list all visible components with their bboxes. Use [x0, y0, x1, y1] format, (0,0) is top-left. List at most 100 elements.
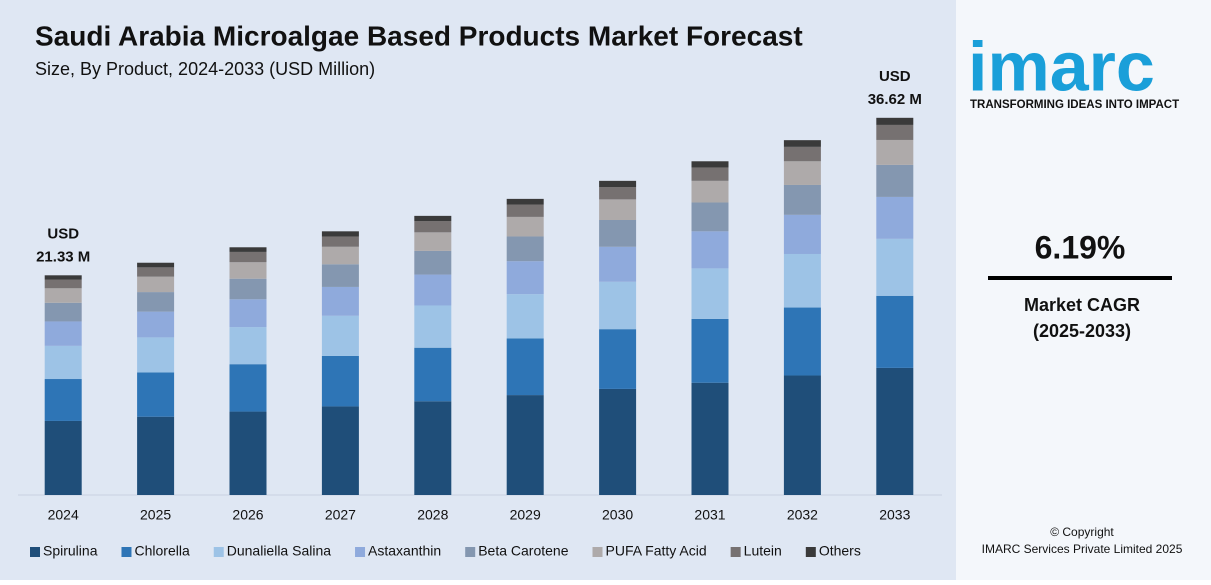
legend-label: Others	[819, 543, 861, 559]
bar-segment	[44, 379, 82, 421]
legend-label: Chlorella	[134, 543, 189, 559]
copyright: © Copyright	[1050, 525, 1114, 539]
bar-segment	[321, 231, 359, 237]
bar-segment	[876, 367, 914, 495]
legend-swatch	[121, 547, 132, 557]
logo: imarc	[968, 27, 1155, 105]
bar-segment	[137, 311, 175, 338]
tagline: TRANSFORMING IDEAS INTO IMPACT	[970, 99, 1179, 111]
bar-segment	[599, 329, 637, 389]
bar-segment	[506, 204, 544, 217]
legend-swatch	[213, 547, 224, 557]
bar-segment	[137, 262, 175, 268]
legend-label: Beta Carotene	[478, 543, 568, 559]
legend-label: Spirulina	[43, 543, 98, 559]
bar-segment	[691, 382, 729, 495]
bar-segment	[321, 406, 359, 495]
bar-segment	[229, 411, 267, 495]
legend-swatch	[30, 547, 40, 557]
company: IMARC Services Private Limited 2025	[982, 542, 1183, 556]
bar-segment	[506, 395, 544, 495]
x-tick-label: 2032	[787, 507, 818, 523]
bar-segment	[783, 307, 821, 376]
bar-segment	[876, 139, 914, 165]
bar-segment	[229, 247, 267, 252]
bar-segment	[876, 238, 914, 296]
bar-segment	[414, 347, 452, 402]
bar-segment	[876, 164, 914, 197]
bar-segment	[414, 250, 452, 275]
total-annotation: 21.33 M	[36, 248, 90, 265]
bar-segment	[321, 264, 359, 287]
legend-swatch	[592, 547, 603, 557]
bar-segment	[506, 236, 544, 262]
bar-segment	[783, 184, 821, 215]
bar-segment	[783, 140, 821, 147]
bar-segment	[876, 124, 914, 140]
bar-segment	[229, 278, 267, 300]
bar-segment	[137, 416, 175, 495]
legend-label: PUFA Fatty Acid	[606, 543, 707, 559]
bar-segment	[599, 388, 637, 495]
bar-segment	[137, 267, 175, 277]
bar-segment	[414, 305, 452, 348]
bar-segment	[321, 315, 359, 356]
bar-segment	[691, 202, 729, 232]
cagr-value: 6.19%	[1035, 229, 1126, 265]
bar-segment	[44, 345, 82, 380]
bar-segment	[599, 180, 637, 188]
x-tick-label: 2028	[417, 507, 448, 523]
total-annotation: 36.62 M	[868, 91, 922, 108]
legend-label: Lutein	[744, 543, 782, 559]
chart-title: Saudi Arabia Microalgae Based Products M…	[35, 20, 803, 51]
bar-segment	[137, 372, 175, 417]
legend-swatch	[465, 547, 476, 557]
bar-segment	[44, 302, 82, 322]
bar-segment	[414, 232, 452, 251]
bar-segment	[137, 337, 175, 373]
bar-segment	[229, 299, 267, 328]
bar-segment	[44, 420, 82, 495]
bar-segment	[783, 161, 821, 185]
bar-segment	[321, 355, 359, 407]
chart-subtitle: Size, By Product, 2024-2033 (USD Million…	[35, 59, 375, 79]
bar-segment	[783, 253, 821, 308]
bar-segment	[691, 180, 729, 203]
bar-segment	[599, 246, 637, 282]
bar-segment	[783, 375, 821, 495]
legend-label: Astaxanthin	[368, 543, 441, 559]
sidebar-panel	[956, 0, 1211, 580]
bar-segment	[691, 318, 729, 383]
bar-segment	[691, 231, 729, 269]
bar-segment	[229, 251, 267, 263]
bar-segment	[44, 279, 82, 289]
bar-segment	[321, 286, 359, 316]
bar-segment	[229, 364, 267, 412]
bar-segment	[414, 221, 452, 233]
bar-segment	[44, 288, 82, 303]
bar-segment	[506, 294, 544, 339]
x-tick-label: 2033	[879, 507, 910, 523]
x-tick-label: 2026	[232, 507, 263, 523]
bar-segment	[229, 262, 267, 279]
x-tick-label: 2029	[510, 507, 541, 523]
bar-segment	[414, 215, 452, 222]
bar-segment	[506, 338, 544, 396]
bar-segment	[414, 274, 452, 306]
cagr-period: (2025-2033)	[1033, 321, 1131, 341]
bar-segment	[599, 219, 637, 247]
bar-segment	[321, 236, 359, 247]
bar-segment	[783, 214, 821, 254]
total-annotation: USD	[47, 225, 79, 242]
bar-segment	[506, 216, 544, 237]
bar-segment	[599, 281, 637, 330]
bar-segment	[691, 161, 729, 168]
bar-segment	[137, 276, 175, 293]
bar-segment	[506, 198, 544, 205]
bar-segment	[783, 146, 821, 162]
x-tick-label: 2027	[325, 507, 356, 523]
bar-segment	[599, 199, 637, 220]
bar-segment	[876, 295, 914, 368]
bar-segment	[691, 167, 729, 181]
